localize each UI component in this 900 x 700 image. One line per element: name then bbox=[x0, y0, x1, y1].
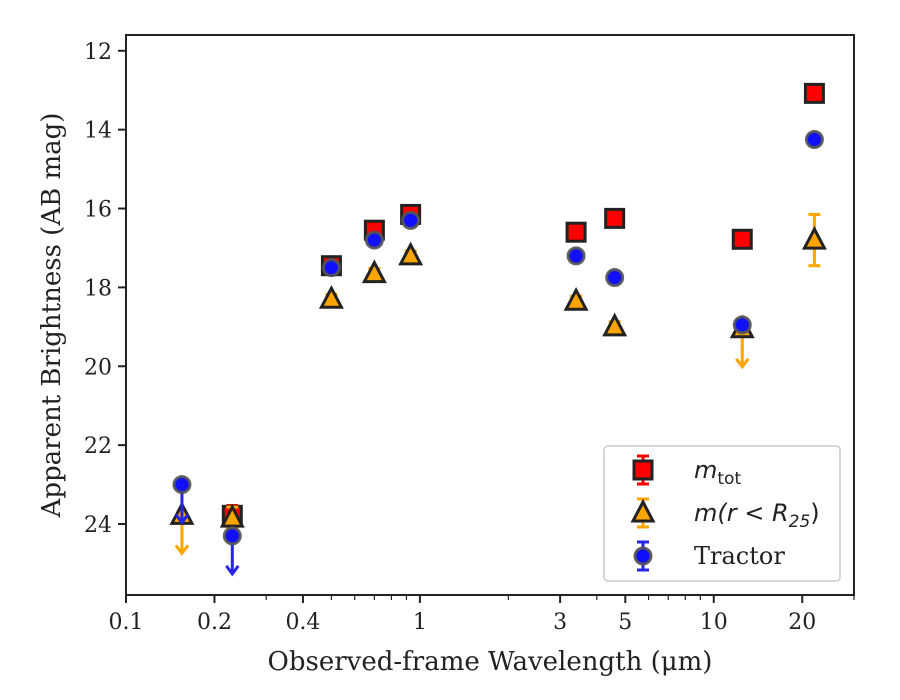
y-tick-label: 14 bbox=[84, 119, 112, 144]
data-point bbox=[318, 285, 344, 309]
data-point-triangle bbox=[563, 286, 589, 311]
x-tick-label: 0.1 bbox=[109, 610, 144, 635]
legend-label: Tractor bbox=[694, 542, 785, 570]
data-point-circle bbox=[321, 258, 341, 278]
y-axis-ticks: 12 14 16 18 20 22 24 bbox=[84, 40, 126, 538]
legend-entry: m(r < R25) bbox=[630, 497, 820, 532]
data-point bbox=[803, 82, 825, 104]
data-point-circle bbox=[364, 230, 384, 250]
data-point bbox=[566, 246, 586, 266]
data-point bbox=[801, 212, 827, 268]
legend-entry: Tractor bbox=[633, 540, 785, 572]
upper-limit-arrow bbox=[735, 357, 750, 370]
data-point bbox=[605, 268, 625, 288]
legend-marker bbox=[632, 459, 654, 481]
data-point-square bbox=[731, 228, 753, 250]
x-tick-label: 0.4 bbox=[285, 610, 320, 635]
legend-marker bbox=[630, 498, 656, 523]
data-point bbox=[731, 228, 753, 250]
legend-label: m(r < R25) bbox=[694, 499, 820, 532]
series-2 bbox=[169, 212, 827, 556]
y-axis-title: Apparent Brightness (AB mag) bbox=[37, 113, 67, 519]
x-axis-ticks: 0.1 0.2 0.4 1 3 5 10 20 bbox=[109, 595, 816, 635]
legend-entry: mtot bbox=[632, 454, 741, 489]
y-tick-label: 16 bbox=[84, 198, 112, 223]
data-point bbox=[401, 210, 421, 230]
data-point bbox=[563, 286, 589, 311]
y-tick-label: 12 bbox=[84, 40, 112, 65]
data-point-square bbox=[803, 82, 825, 104]
data-point bbox=[321, 258, 341, 278]
y-tick-label: 18 bbox=[84, 276, 112, 301]
legend-box bbox=[603, 445, 841, 582]
data-point bbox=[804, 130, 824, 150]
y-tick-label: 22 bbox=[84, 434, 112, 459]
y-tick-label: 24 bbox=[84, 513, 112, 538]
data-point-triangle bbox=[801, 225, 827, 250]
x-tick-label: 20 bbox=[788, 610, 816, 635]
data-point bbox=[361, 259, 387, 284]
x-axis-title: Observed-frame Wavelength (μm) bbox=[268, 647, 713, 677]
data-point-circle bbox=[605, 268, 625, 288]
upper-limit-arrow bbox=[174, 544, 190, 556]
x-tick-label: 10 bbox=[700, 610, 728, 635]
data-point-circle bbox=[172, 475, 192, 495]
data-point-triangle bbox=[602, 312, 628, 337]
series-3 bbox=[172, 130, 824, 577]
data-point-circle bbox=[566, 246, 586, 266]
data-point bbox=[604, 207, 626, 229]
data-point-circle bbox=[222, 526, 242, 546]
data-point-triangle bbox=[318, 285, 344, 309]
data-point bbox=[602, 312, 628, 337]
data-point bbox=[732, 315, 752, 335]
legend-label: mtot bbox=[694, 456, 741, 489]
y-tick-label: 20 bbox=[84, 355, 112, 380]
legend: mtot m(r < R25) Tractor bbox=[603, 445, 841, 582]
data-point-square bbox=[604, 207, 626, 229]
upper-limit-arrow bbox=[174, 513, 190, 526]
x-tick-label: 3 bbox=[553, 610, 567, 635]
data-point bbox=[565, 221, 587, 243]
data-point-circle bbox=[401, 210, 421, 230]
x-tick-label: 5 bbox=[618, 610, 632, 635]
data-point-triangle bbox=[398, 241, 424, 266]
x-tick-label: 1 bbox=[413, 610, 427, 635]
legend-marker bbox=[633, 546, 653, 566]
data-point bbox=[172, 475, 192, 526]
data-point bbox=[222, 526, 242, 577]
data-point-square bbox=[565, 221, 587, 243]
data-point bbox=[398, 241, 424, 266]
data-point-circle bbox=[732, 315, 752, 335]
data-point-triangle bbox=[361, 259, 387, 284]
plot-area-frame bbox=[125, 34, 855, 596]
data-point-circle bbox=[804, 130, 824, 150]
data-point-triangle bbox=[219, 503, 245, 528]
upper-limit-arrow bbox=[225, 564, 240, 577]
x-tick-label: 0.2 bbox=[197, 610, 232, 635]
data-point bbox=[364, 230, 384, 250]
data-marks bbox=[169, 82, 827, 577]
